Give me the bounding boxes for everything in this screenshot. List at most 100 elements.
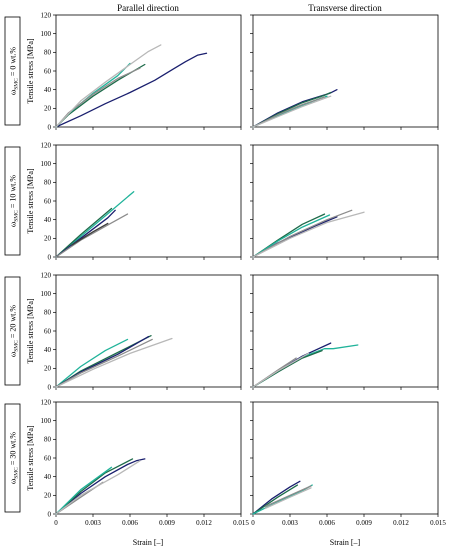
plot-frame	[252, 144, 439, 258]
x-axis-label-right: Strain [–]	[330, 538, 361, 547]
y-tick-label: 120	[41, 11, 52, 19]
series-line-4	[252, 352, 310, 388]
plot-frame	[252, 401, 439, 515]
y-tick-label: 40	[44, 216, 52, 224]
plot-frame	[55, 401, 242, 515]
x-tick-label: 0.015	[233, 519, 249, 527]
series-line-3	[55, 338, 153, 388]
panel-3-1: 0 0.003 0.006 0.009 0.012 0.015	[250, 401, 446, 527]
plot-frame	[55, 14, 242, 128]
x-axis-label-left: Strain [–]	[133, 538, 164, 547]
y-tick-label: 0	[48, 123, 52, 131]
y-tick-label: 100	[41, 417, 52, 425]
series-line-4	[55, 44, 162, 128]
y-tick-label: 120	[41, 398, 52, 406]
y-axis-label-1: Tensile stress [MPa]	[26, 168, 35, 234]
row-label-box-0	[4, 16, 21, 126]
y-tick-label: 120	[41, 271, 52, 279]
y-tick-label: 40	[44, 86, 52, 94]
row-label-1: ωSMC = 10 wt.%	[9, 175, 20, 227]
panel-1-1	[250, 144, 439, 260]
series-line-4	[252, 95, 332, 128]
series-line-3	[264, 485, 312, 508]
row-label-box-1	[4, 146, 21, 256]
y-tick-label: 100	[41, 160, 52, 168]
y-tick-label: 80	[44, 49, 52, 57]
row-label-3: ωSMC = 30 wt.%	[9, 432, 20, 484]
panel-2-0: 0 20 40 60 80 100 120	[41, 271, 242, 391]
series-line-3	[55, 67, 141, 128]
y-axis-label-2: Tensile stress [MPa]	[26, 298, 35, 364]
series-line-4	[71, 222, 109, 246]
y-tick-label: 0	[48, 510, 52, 518]
y-tick-label: 20	[44, 365, 52, 373]
series-line-0	[252, 480, 301, 515]
series-line-2	[252, 214, 331, 258]
series-line-1	[55, 458, 134, 515]
panels: ωSMC = 0 wt.% Tensile stress [MPa] ωSMC = …	[4, 11, 446, 527]
series-line-3	[252, 209, 353, 258]
series-line-4	[55, 337, 173, 388]
y-tick-label: 60	[44, 454, 52, 462]
plot-frame	[55, 144, 242, 258]
series-line-4	[264, 487, 312, 510]
series-line-1	[55, 63, 146, 128]
row-label-2: ωSMC = 20 wt.%	[9, 305, 20, 357]
series-line-1	[252, 344, 359, 388]
row-label-0: ωSMC = 0 wt.%	[9, 47, 20, 95]
x-tick-label: 0	[251, 519, 255, 527]
series-line-4	[252, 211, 365, 258]
panel-3-0: 0 20 40 60 80 100 120 0 0.003 0.006 0.009 0.012 0.01…	[41, 398, 250, 527]
y-tick-label: 100	[41, 30, 52, 38]
series-line-2	[55, 466, 113, 515]
y-tick-label: 80	[44, 309, 52, 317]
panel-2-1	[250, 274, 439, 390]
y-tick-label: 120	[41, 141, 52, 149]
x-tick-label: 0.006	[319, 519, 335, 527]
series-line-0	[55, 52, 208, 128]
series-line-2	[55, 209, 116, 258]
y-tick-label: 80	[44, 436, 52, 444]
panel-0-1	[250, 14, 439, 130]
series-line-4	[55, 460, 141, 515]
y-tick-label: 20	[44, 235, 52, 243]
col-title-parallel: Parallel direction	[117, 3, 179, 13]
series-line-0	[55, 191, 135, 258]
x-tick-label: 0.009	[356, 519, 372, 527]
x-tick-label: 0.003	[282, 519, 298, 527]
y-tick-label: 60	[44, 327, 52, 335]
x-tick-label: 0.003	[85, 519, 101, 527]
series-line-1	[55, 207, 113, 258]
y-tick-label: 20	[44, 492, 52, 500]
y-tick-label: 40	[44, 346, 52, 354]
col-title-transverse: Transverse direction	[308, 3, 382, 13]
y-tick-label: 60	[44, 197, 52, 205]
x-tick-label: 0.006	[122, 519, 138, 527]
y-tick-label: 60	[44, 67, 52, 75]
series-line-3	[55, 213, 129, 258]
panel-0-0: 0 20 40 60 80 100 120	[41, 11, 242, 131]
series-line-0	[55, 338, 129, 388]
y-axis-label-3: Tensile stress [MPa]	[26, 425, 35, 491]
series-line-0	[55, 458, 146, 515]
plot-frame	[252, 14, 439, 128]
y-tick-label: 0	[48, 253, 52, 261]
x-tick-label: 0.012	[393, 519, 409, 527]
y-tick-label: 20	[44, 105, 52, 113]
x-tick-label: 0.012	[196, 519, 212, 527]
series-line-3	[252, 96, 326, 128]
x-tick-label: 0	[54, 519, 58, 527]
series-line-2	[252, 349, 323, 388]
y-tick-label: 100	[41, 290, 52, 298]
y-tick-label: 0	[48, 383, 52, 391]
series-line-1	[252, 484, 299, 515]
x-tick-label: 0.015	[430, 519, 446, 527]
y-axis-label-0: Tensile stress [MPa]	[26, 38, 35, 104]
row-label-box-2	[4, 276, 21, 386]
row-label-box-3	[4, 403, 21, 513]
y-tick-label: 40	[44, 473, 52, 481]
panel-1-0: 0 20 40 60 80 100 120	[41, 141, 242, 261]
y-tick-label: 80	[44, 179, 52, 187]
x-tick-label: 0.009	[159, 519, 175, 527]
